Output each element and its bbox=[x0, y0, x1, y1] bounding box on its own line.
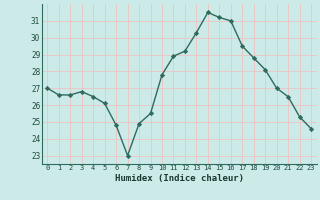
X-axis label: Humidex (Indice chaleur): Humidex (Indice chaleur) bbox=[115, 174, 244, 183]
